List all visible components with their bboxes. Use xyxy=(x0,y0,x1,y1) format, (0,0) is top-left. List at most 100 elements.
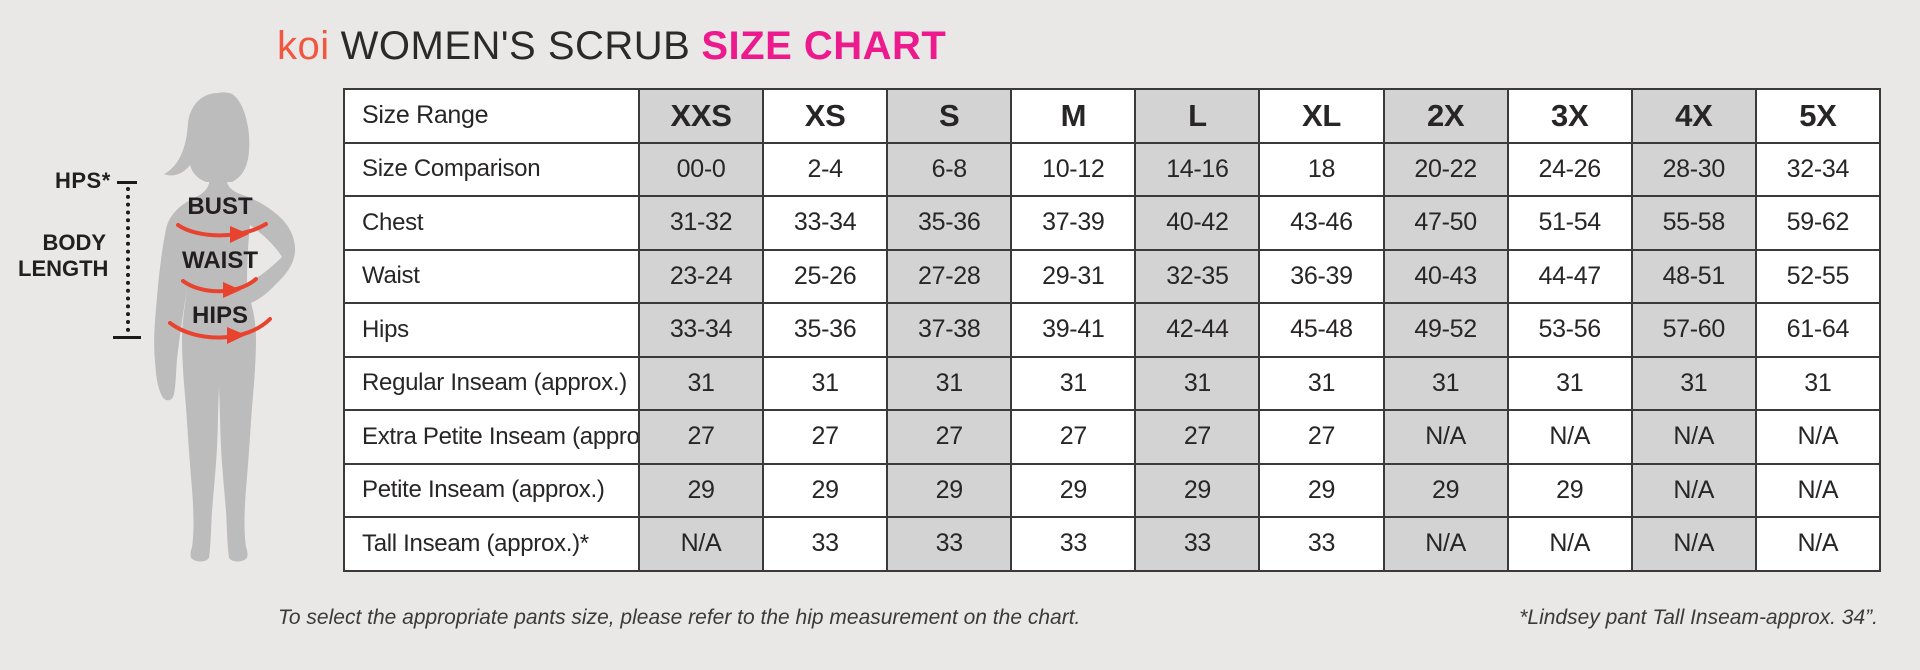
brand-name: koi xyxy=(277,24,330,68)
data-cell: 33-34 xyxy=(637,302,765,358)
data-cell: 14-16 xyxy=(1134,141,1261,197)
data-cell: 27 xyxy=(762,409,889,465)
data-cell: 33 xyxy=(886,516,1013,572)
table-row: Hips 33-34 35-36 37-38 39-41 42-44 45-48 49-52 5… xyxy=(343,302,1881,358)
row-label: Size Comparison xyxy=(343,141,640,197)
data-cell: 51-54 xyxy=(1506,195,1633,251)
column-header-l: L xyxy=(1134,88,1261,144)
column-header-xs: XS xyxy=(762,88,889,144)
bust-arrow-icon xyxy=(176,222,268,243)
data-cell: 31 xyxy=(1010,355,1137,411)
column-header-2x: 2X xyxy=(1382,88,1509,144)
hips-arrow-icon xyxy=(168,317,272,344)
row-label: Tall Inseam (approx.)* xyxy=(343,516,640,572)
data-cell: 43-46 xyxy=(1258,195,1385,251)
header-row: Size Range XXS XS S M L XL 2X 3X 4X 5X xyxy=(343,88,1881,144)
data-cell: 27 xyxy=(637,409,765,465)
data-cell: 24-26 xyxy=(1506,141,1633,197)
table-row: Tall Inseam (approx.)* N/A 33 33 33 33 33 N/A N/… xyxy=(343,516,1881,572)
data-cell: 27 xyxy=(1010,409,1137,465)
title-highlight: SIZE CHART xyxy=(701,24,947,68)
tall-inseam-footnote: *Lindsey pant Tall Inseam-approx. 34”. xyxy=(1519,606,1878,629)
data-cell: 29 xyxy=(1382,462,1509,518)
data-cell: 31 xyxy=(1134,355,1261,411)
hps-label: HPS* xyxy=(55,168,111,193)
column-header-m: M xyxy=(1010,88,1137,144)
data-cell: 35-36 xyxy=(886,195,1013,251)
data-cell: 33 xyxy=(1258,516,1385,572)
data-cell: 2-4 xyxy=(762,141,889,197)
row-label: Chest xyxy=(343,195,640,251)
data-cell: 42-44 xyxy=(1134,302,1261,358)
data-cell: 25-26 xyxy=(762,248,889,304)
data-cell: 29 xyxy=(1506,462,1633,518)
data-cell: 31 xyxy=(637,355,765,411)
page-title: koi WOMEN'S SCRUB SIZE CHART xyxy=(277,24,946,69)
silhouette-body xyxy=(154,175,296,562)
hips-label: HIPS xyxy=(191,302,248,329)
data-cell: 31 xyxy=(1506,355,1633,411)
column-header-5x: 5X xyxy=(1754,88,1881,144)
data-cell: 31 xyxy=(1630,355,1757,411)
data-cell: 31-32 xyxy=(637,195,765,251)
data-cell: 47-50 xyxy=(1382,195,1509,251)
column-header-xxs: XXS xyxy=(637,88,765,144)
data-cell: N/A xyxy=(1754,462,1881,518)
data-cell: 29 xyxy=(1010,462,1137,518)
data-cell: 29 xyxy=(762,462,889,518)
row-label: Extra Petite Inseam (approx.) xyxy=(343,409,640,465)
data-cell: 29 xyxy=(886,462,1013,518)
data-cell: 49-52 xyxy=(1382,302,1509,358)
column-header-3x: 3X xyxy=(1506,88,1633,144)
bust-label: BUST xyxy=(187,193,253,220)
data-cell: N/A xyxy=(1630,516,1757,572)
title-middle: WOMEN'S SCRUB xyxy=(340,24,691,68)
data-cell: 57-60 xyxy=(1630,302,1757,358)
row-label: Hips xyxy=(343,302,640,358)
data-cell: 39-41 xyxy=(1010,302,1137,358)
data-cell: N/A xyxy=(1506,516,1633,572)
data-cell: 33 xyxy=(1010,516,1137,572)
data-cell: 37-38 xyxy=(886,302,1013,358)
data-cell: N/A xyxy=(1630,462,1757,518)
data-cell: 33-34 xyxy=(762,195,889,251)
data-cell: 31 xyxy=(1258,355,1385,411)
data-cell: 28-30 xyxy=(1630,141,1757,197)
data-cell: 27-28 xyxy=(886,248,1013,304)
data-cell: 27 xyxy=(886,409,1013,465)
data-cell: 6-8 xyxy=(886,141,1013,197)
waist-arrow-icon xyxy=(181,277,258,298)
table-row: Regular Inseam (approx.) 31 31 31 31 31 31 31 31… xyxy=(343,355,1881,411)
data-cell: 52-55 xyxy=(1754,248,1881,304)
data-cell: 40-43 xyxy=(1382,248,1509,304)
data-cell: 29 xyxy=(1258,462,1385,518)
data-cell: 29 xyxy=(637,462,765,518)
data-cell: 36-39 xyxy=(1258,248,1385,304)
data-cell: 33 xyxy=(762,516,889,572)
data-cell: 27 xyxy=(1134,409,1261,465)
data-cell: 18 xyxy=(1258,141,1385,197)
waist-label: WAIST xyxy=(182,247,258,274)
data-cell: 23-24 xyxy=(637,248,765,304)
data-cell: N/A xyxy=(1382,409,1509,465)
data-cell: 27 xyxy=(1258,409,1385,465)
body-length-bottom-tick xyxy=(113,336,141,339)
data-cell: 59-62 xyxy=(1754,195,1881,251)
data-cell: 61-64 xyxy=(1754,302,1881,358)
data-cell: N/A xyxy=(1630,409,1757,465)
body-length-dotted-line xyxy=(126,187,130,332)
data-cell: 33 xyxy=(1134,516,1261,572)
table-row: Chest 31-32 33-34 35-36 37-39 40-42 43-46 47-50… xyxy=(343,195,1881,251)
row-label: Waist xyxy=(343,248,640,304)
pants-size-note: To select the appropriate pants size, pl… xyxy=(278,606,1081,629)
data-cell: 10-12 xyxy=(1010,141,1137,197)
row-label: Regular Inseam (approx.) xyxy=(343,355,640,411)
table-row: Petite Inseam (approx.) 29 29 29 29 29 29 29 29 N… xyxy=(343,462,1881,518)
data-cell: 45-48 xyxy=(1258,302,1385,358)
data-cell: N/A xyxy=(1754,409,1881,465)
data-cell: 44-47 xyxy=(1506,248,1633,304)
column-header-xl: XL xyxy=(1258,88,1385,144)
table-row: Extra Petite Inseam (approx.) 27 27 27 27 27 2… xyxy=(343,409,1881,465)
data-cell: 32-35 xyxy=(1134,248,1261,304)
